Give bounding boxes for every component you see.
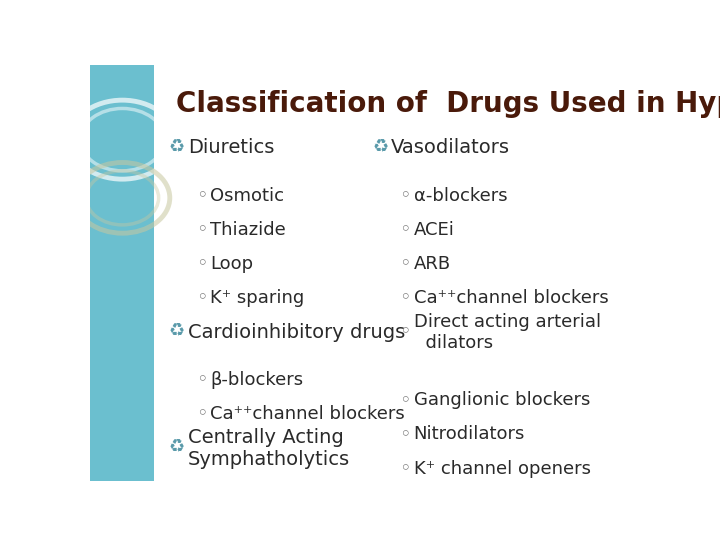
Text: ◦: ◦ <box>400 220 411 239</box>
Text: Nitrodilators: Nitrodilators <box>414 426 525 443</box>
Text: Osmotic: Osmotic <box>210 187 284 205</box>
Text: ♻: ♻ <box>168 439 185 457</box>
Text: Loop: Loop <box>210 255 253 273</box>
Text: ◦: ◦ <box>196 254 207 273</box>
Text: ♻: ♻ <box>168 139 185 157</box>
Text: ACEi: ACEi <box>414 221 454 239</box>
Text: ARB: ARB <box>414 255 451 273</box>
Text: α-blockers: α-blockers <box>414 187 508 205</box>
Text: Ca⁺⁺channel blockers: Ca⁺⁺channel blockers <box>210 405 405 423</box>
Text: Diuretics: Diuretics <box>188 138 274 158</box>
Text: Cardioinhibitory drugs: Cardioinhibitory drugs <box>188 323 405 342</box>
Text: ◦: ◦ <box>400 391 411 410</box>
Text: ♻: ♻ <box>372 139 389 157</box>
Text: ◦: ◦ <box>196 220 207 239</box>
Text: ◦: ◦ <box>196 288 207 308</box>
FancyBboxPatch shape <box>90 65 154 481</box>
Text: Classification of  Drugs Used in Hypertension: Classification of Drugs Used in Hyperten… <box>176 90 720 118</box>
Text: K⁺ channel openers: K⁺ channel openers <box>414 460 590 477</box>
Text: K⁺ sparing: K⁺ sparing <box>210 289 305 307</box>
Text: ◦: ◦ <box>400 254 411 273</box>
Text: ◦: ◦ <box>196 404 207 423</box>
Text: β-blockers: β-blockers <box>210 371 303 389</box>
Text: ◦: ◦ <box>400 288 411 308</box>
Text: Centrally Acting
Symphatholytics: Centrally Acting Symphatholytics <box>188 428 350 469</box>
Text: Vasodilators: Vasodilators <box>392 138 510 158</box>
Text: Ganglionic blockers: Ganglionic blockers <box>414 392 590 409</box>
Text: Ca⁺⁺channel blockers: Ca⁺⁺channel blockers <box>414 289 608 307</box>
Text: ◦: ◦ <box>196 186 207 205</box>
Text: ◦: ◦ <box>400 425 411 444</box>
Text: ◦: ◦ <box>196 370 207 389</box>
Text: Direct acting arterial
  dilators: Direct acting arterial dilators <box>414 313 600 352</box>
Text: ◦: ◦ <box>400 323 411 342</box>
Text: Thiazide: Thiazide <box>210 221 286 239</box>
Text: ◦: ◦ <box>400 459 411 478</box>
Text: ♻: ♻ <box>168 323 185 341</box>
Text: ◦: ◦ <box>400 186 411 205</box>
